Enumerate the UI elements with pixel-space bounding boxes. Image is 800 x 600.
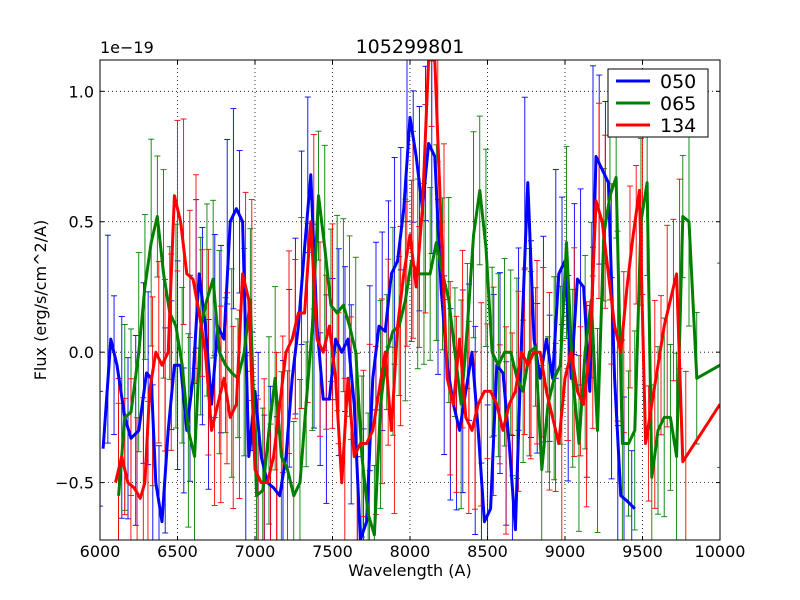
x-tick-label: 8500 xyxy=(467,542,508,561)
y-axis-label: Flux (erg/s/cm^2/A) xyxy=(31,220,50,381)
x-tick-label: 6500 xyxy=(157,542,198,561)
series-lines xyxy=(101,60,720,540)
x-tick-label: 9500 xyxy=(622,542,663,561)
x-tick-label: 7000 xyxy=(235,542,276,561)
chart-title: 105299801 xyxy=(356,36,465,58)
y-tick-label: 0.0 xyxy=(69,343,94,362)
legend-label-065: 065 xyxy=(660,93,696,115)
x-tick-label: 7500 xyxy=(312,542,353,561)
series-line-065 xyxy=(117,175,720,537)
legend-label-050: 050 xyxy=(660,71,696,93)
x-tick-label: 9000 xyxy=(545,542,586,561)
series-line-050 xyxy=(101,115,636,540)
legend: 050 065 134 xyxy=(607,68,709,138)
series-line-134 xyxy=(114,60,720,500)
x-tick-label: 10000 xyxy=(695,542,746,561)
x-axis-label: Wavelength (A) xyxy=(348,561,471,580)
legend-label-134: 134 xyxy=(660,115,696,137)
y-tick-label: 1.0 xyxy=(69,82,94,101)
axis-ticks: 6000 6500 7000 7500 8000 8500 9000 9500 10000 −0.… xyxy=(55,60,745,561)
x-tick-label: 8000 xyxy=(390,542,431,561)
x-tick-label: 6000 xyxy=(80,542,121,561)
y-tick-label: 0.5 xyxy=(69,213,94,232)
y-offset-text: 1e−19 xyxy=(100,38,154,57)
y-tick-label: −0.5 xyxy=(55,474,94,493)
